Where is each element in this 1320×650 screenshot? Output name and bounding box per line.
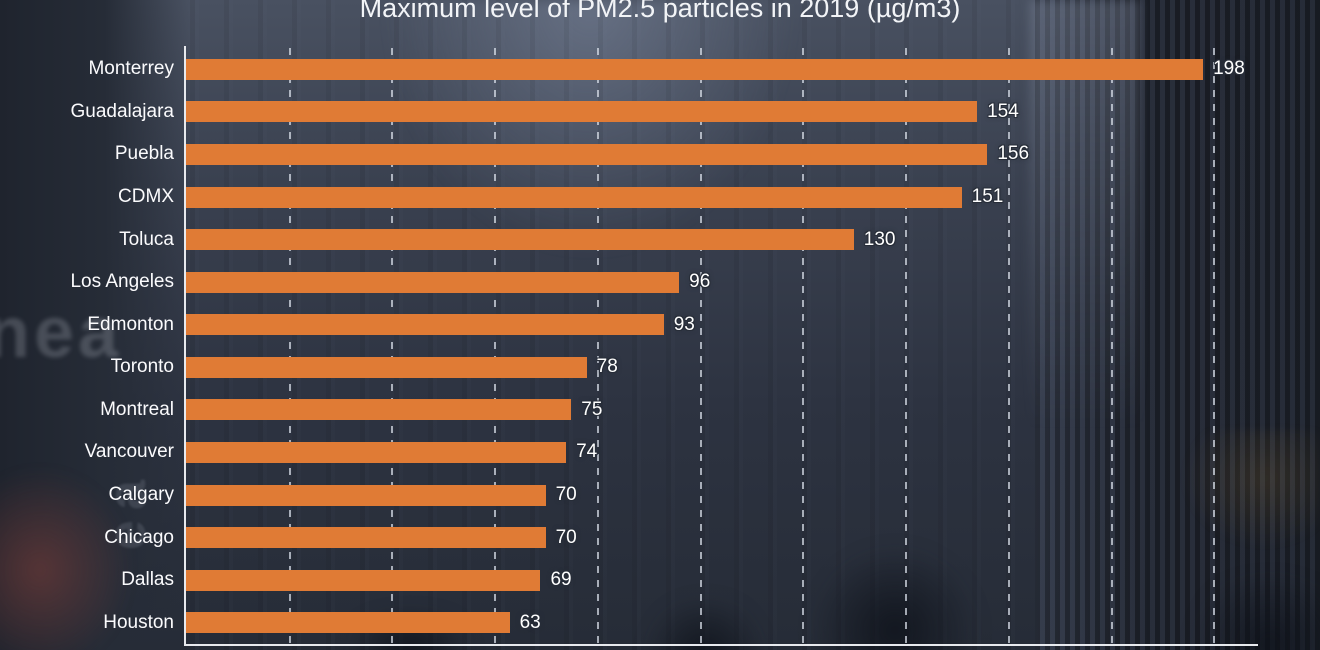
category-axis: Monterrey Guadalajara Puebla CDMX Toluca Los … (0, 48, 174, 644)
category-label-chicago: Chicago (104, 526, 174, 548)
gridline-80 (596, 48, 599, 644)
category-label-vancouver: Vancouver (84, 441, 174, 463)
plot-area: 198 154 156 151 130 96 93 78 75 74 70 70 69 63 (186, 48, 1256, 644)
value-label-dallas: 69 (550, 569, 572, 591)
bar-calgary[interactable] (186, 484, 546, 506)
bar-chicago[interactable] (186, 527, 546, 549)
value-label-vancouver: 74 (576, 441, 598, 463)
category-label-toluca: Toluca (119, 228, 174, 250)
value-label-calgary: 70 (555, 484, 577, 505)
value-label-houston: 63 (519, 611, 541, 633)
x-axis-line (184, 644, 1258, 646)
gridline-200 (1213, 48, 1216, 644)
category-label-calgary: Calgary (108, 484, 174, 505)
gridline-180 (1110, 48, 1113, 644)
category-label-los-angeles: Los Angeles (70, 271, 174, 293)
bar-toronto[interactable] (186, 356, 587, 378)
gridline-120 (802, 48, 805, 644)
category-label-edmonton: Edmonton (87, 313, 174, 335)
gridline-100 (699, 48, 702, 644)
value-label-chicago: 70 (555, 526, 577, 548)
category-label-dallas: Dallas (121, 569, 174, 591)
category-label-montreal: Montreal (100, 398, 174, 420)
bar-dallas[interactable] (186, 569, 541, 591)
value-label-edmonton: 93 (673, 313, 695, 335)
gridline-20 (288, 48, 291, 644)
category-label-puebla: Puebla (114, 143, 174, 165)
value-label-toluca: 130 (863, 228, 896, 250)
gridline-60 (494, 48, 497, 644)
value-label-toronto: 78 (596, 356, 618, 378)
gridline-160 (1007, 48, 1010, 644)
bar-montreal[interactable] (186, 399, 572, 421)
bar-puebla[interactable] (186, 143, 988, 165)
bar-los-angeles[interactable] (186, 271, 680, 293)
value-label-los-angeles: 96 (689, 271, 711, 293)
bar-guadalajara[interactable] (186, 101, 978, 123)
value-label-guadalajara: 154 (987, 100, 1019, 122)
bar-edmonton[interactable] (186, 314, 664, 336)
bar-toluca[interactable] (186, 229, 854, 251)
value-label-puebla: 156 (997, 143, 1030, 165)
y-axis-line (184, 46, 186, 646)
value-label-monterrey: 198 (1213, 58, 1245, 80)
gridline-40 (391, 48, 394, 644)
gridline-140 (905, 48, 908, 644)
bar-cdmx[interactable] (186, 186, 962, 208)
chart-title: Maximum level of PM2.5 particles in 2019… (359, 0, 961, 23)
category-label-monterrey: Monterrey (88, 58, 174, 80)
category-label-toronto: Toronto (110, 356, 174, 378)
category-label-guadalajara: Guadalajara (70, 100, 174, 122)
bar-monterrey[interactable] (186, 58, 1204, 80)
bar-houston[interactable] (186, 612, 510, 634)
value-label-montreal: 75 (581, 398, 603, 420)
category-label-houston: Houston (103, 611, 174, 633)
value-label-cdmx: 151 (971, 186, 1004, 207)
bar-vancouver[interactable] (186, 441, 567, 463)
category-label-cdmx: CDMX (118, 186, 174, 207)
